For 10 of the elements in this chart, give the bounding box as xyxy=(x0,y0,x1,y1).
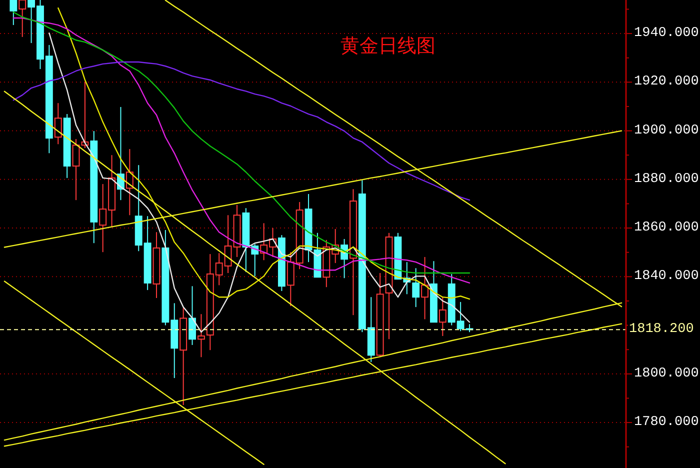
ytick: 1920.000 xyxy=(634,74,699,90)
ytick: 1780.000 xyxy=(634,415,699,430)
ytick: 1860.000 xyxy=(634,220,699,236)
ref-label: 1818.200 xyxy=(629,322,694,338)
ytick: 1840.000 xyxy=(634,269,699,284)
ytick: 1900.000 xyxy=(634,123,699,138)
ytick: 1940.000 xyxy=(634,26,699,42)
ytick: 1800.000 xyxy=(634,366,699,382)
title: 黄金日线图 xyxy=(340,35,436,57)
ytick: 1880.000 xyxy=(634,172,699,187)
